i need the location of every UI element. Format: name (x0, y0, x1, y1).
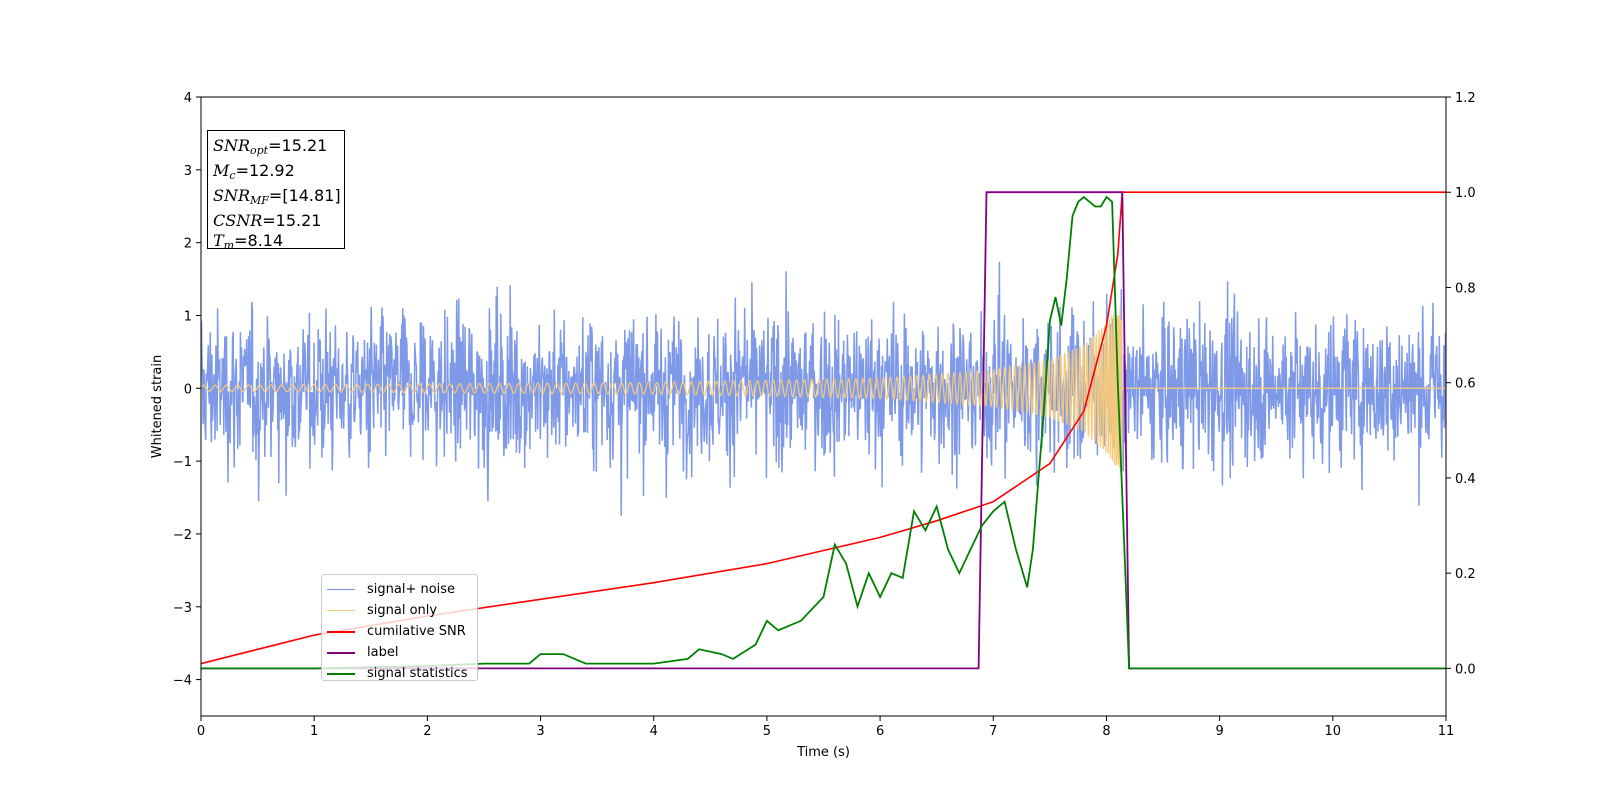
x-tick-label: 2 (423, 724, 431, 739)
legend-swatch (327, 672, 355, 675)
y-left-tick-label: −3 (173, 601, 192, 616)
y-right-tick-label: 0.4 (1455, 472, 1476, 487)
signal-statistics-series (201, 195, 1446, 670)
x-tick-label: 11 (1438, 724, 1455, 739)
x-tick-label: 10 (1325, 724, 1342, 739)
y-right-tick-label: 1.0 (1455, 186, 1476, 201)
snr-opt-symbol: SNR (213, 136, 251, 155)
x-tick-label: 1 (310, 724, 318, 739)
y-right-tick-label: 1.2 (1455, 91, 1476, 106)
csnr-symbol: CSNR (213, 211, 263, 230)
x-tick-label: 5 (763, 724, 771, 739)
mc-line: Mc=12.92 (213, 161, 344, 186)
mc-symbol: M (213, 161, 230, 180)
legend-swatch (327, 630, 355, 633)
x-tick-label: 4 (650, 724, 658, 739)
signal-noise-series (201, 261, 1446, 516)
legend-label: label (367, 645, 399, 660)
x-tick-label: 9 (1215, 724, 1223, 739)
y-right-tick-label: 0.6 (1455, 377, 1476, 392)
y-axis-label: Whitened strain (150, 355, 165, 458)
snr-mf-symbol: SNR (213, 186, 251, 205)
legend-label: signal statistics (367, 666, 468, 681)
snr-opt-subscript: opt (250, 144, 269, 157)
x-tick-label: 0 (197, 724, 205, 739)
signal-only-series (201, 309, 1446, 475)
csnr-value: =15.21 (262, 211, 322, 230)
plot-frame (200, 96, 1447, 717)
y-left-tick-label: 2 (184, 237, 192, 252)
tm-symbol: T (213, 231, 224, 250)
chart-legend: signal+ noise signal only cumilative SNR la… (321, 574, 478, 681)
legend-swatch (327, 610, 355, 611)
legend-swatch (327, 589, 355, 590)
legend-item: signal statistics (327, 663, 477, 684)
legend-swatch (327, 651, 355, 654)
x-tick-label: 7 (989, 724, 997, 739)
x-tick-label: 3 (536, 724, 544, 739)
y-right-tick-label: 0.0 (1455, 662, 1476, 677)
y-left-tick-label: −4 (173, 674, 192, 689)
tm-line: Tm=8.14 (213, 231, 344, 256)
snr-mf-value: =[14.81] (268, 186, 341, 205)
y-right-tick-label: 0.2 (1455, 567, 1476, 582)
axes: 0 1 2 3 4 5 6 7 8 9 10 11 −4 −3 −2 −1 0 1 2 3 4 0.0 0.2 0.4 0.6 0… (150, 91, 1476, 760)
legend-item: signal+ noise (327, 579, 477, 600)
mc-subscript: c (229, 169, 236, 182)
x-tick-label: 8 (1102, 724, 1110, 739)
legend-label: signal only (367, 603, 438, 618)
tm-value: =8.14 (234, 231, 284, 250)
snr-opt-value: =15.21 (268, 136, 328, 155)
parameter-info-box: SNRopt=15.21 Mc=12.92 SNRMF=[14.81] CSNR… (207, 130, 345, 252)
y-left-tick-label: 0 (184, 382, 192, 397)
y-left-tick-label: 4 (184, 91, 192, 106)
mc-value: =12.92 (235, 161, 295, 180)
legend-label: cumilative SNR (367, 624, 466, 639)
x-tick-label: 6 (876, 724, 884, 739)
y-right-tick-label: 0.8 (1455, 281, 1476, 296)
tm-subscript: m (223, 239, 235, 252)
snr-mf-subscript: MF (250, 194, 269, 207)
legend-item: signal only (327, 600, 477, 621)
snr-mf-line: SNRMF=[14.81] (213, 186, 344, 211)
x-axis-label: Time (s) (796, 745, 850, 760)
snr-opt-line: SNRopt=15.21 (213, 136, 344, 161)
y-left-tick-label: 3 (184, 164, 192, 179)
y-left-tick-label: −2 (173, 528, 192, 543)
legend-item: cumilative SNR (327, 621, 477, 642)
legend-item: label (327, 642, 477, 663)
csnr-line: CSNR=15.21 (213, 211, 344, 231)
y-left-tick-label: 1 (184, 309, 192, 324)
legend-label: signal+ noise (367, 582, 456, 597)
y-left-tick-label: −1 (173, 455, 192, 470)
